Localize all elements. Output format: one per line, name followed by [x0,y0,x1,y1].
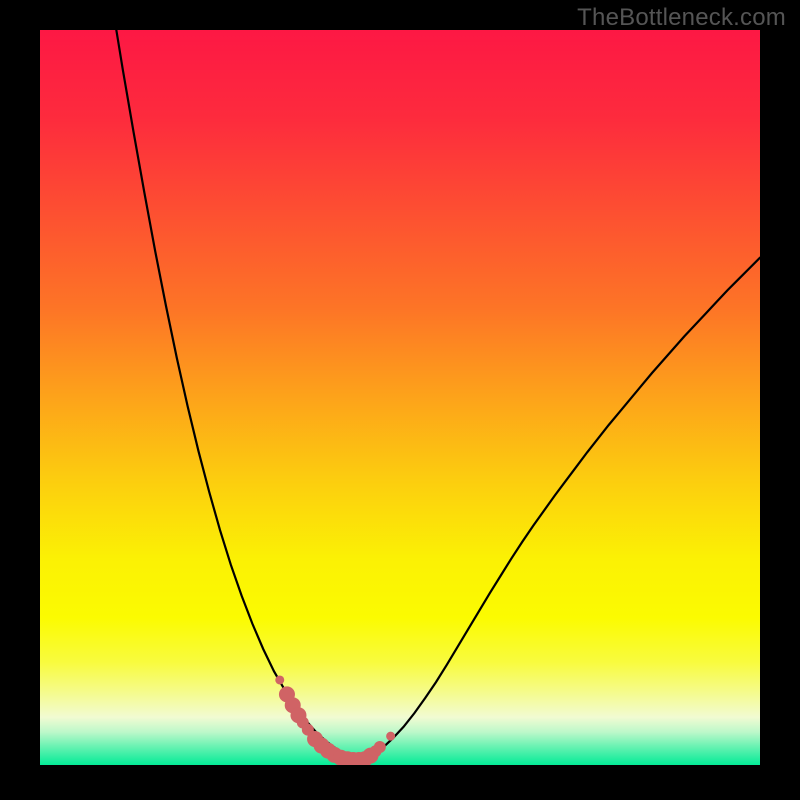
chart-background [40,30,760,765]
watermark-text: TheBottleneck.com [577,4,786,32]
curve-marker [374,741,386,753]
bottleneck-curve-chart [0,0,800,800]
curve-marker [275,675,284,684]
curve-marker [386,732,395,741]
